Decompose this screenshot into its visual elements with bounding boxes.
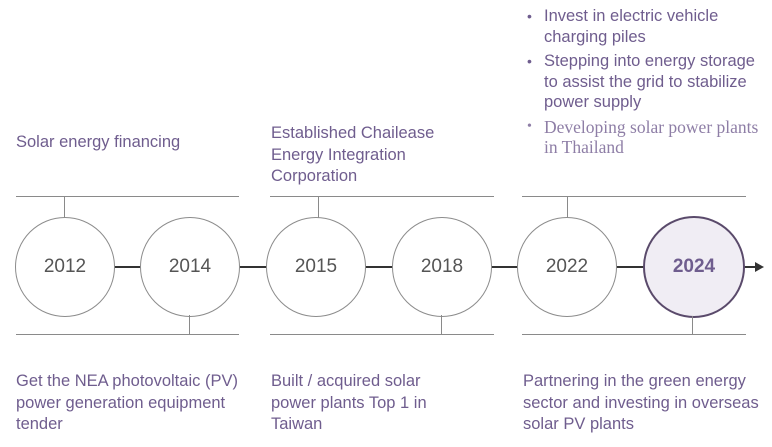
- tick-2014-bottom: [189, 315, 190, 335]
- column-1-bottom-line: [16, 334, 239, 335]
- tick-2018-bottom: [441, 315, 442, 335]
- year-circle-2018: 2018: [392, 217, 492, 317]
- column-3-top-line: [522, 196, 746, 197]
- year-circle-2022: 2022: [517, 217, 617, 317]
- bullet-item: • Stepping into energy storage to assist …: [527, 52, 755, 111]
- column-2-top-line: [270, 196, 494, 197]
- tick-2022-top: [567, 196, 568, 218]
- column-3-top-bullets: • Invest in electric vehicle charging pil…: [527, 6, 767, 162]
- year-circle-2014: 2014: [140, 217, 240, 317]
- tick-2015-top: [318, 196, 319, 218]
- year-circle-2012: 2012: [15, 217, 115, 317]
- year-circle-2024-highlighted: 2024: [643, 216, 745, 318]
- column-1-top-caption: Solar energy financing: [16, 133, 181, 151]
- column-3-bottom-caption: Partnering in the green energy sector an…: [523, 372, 759, 433]
- year-circle-2015: 2015: [266, 217, 366, 317]
- column-2-bottom-caption: Built / acquired solar power plants Top …: [271, 372, 427, 433]
- column-3-bottom-line: [522, 334, 746, 335]
- timeline-arrow-icon: [755, 262, 764, 272]
- column-1-bottom-caption: Get the NEA photovoltaic (PV) power gene…: [16, 372, 238, 433]
- column-2-bottom-line: [270, 334, 494, 335]
- tick-2012-top: [64, 196, 65, 218]
- column-2-top-caption: Established Chailease Energy Integration…: [271, 124, 435, 185]
- bullet-item: • Invest in electric vehicle charging pil…: [527, 7, 719, 46]
- tick-2024-bottom: [692, 316, 693, 335]
- bullet-item: • Developing solar power plants in Thaila…: [527, 116, 759, 158]
- column-1-top-line: [16, 196, 239, 197]
- timeline-axis: [16, 266, 756, 268]
